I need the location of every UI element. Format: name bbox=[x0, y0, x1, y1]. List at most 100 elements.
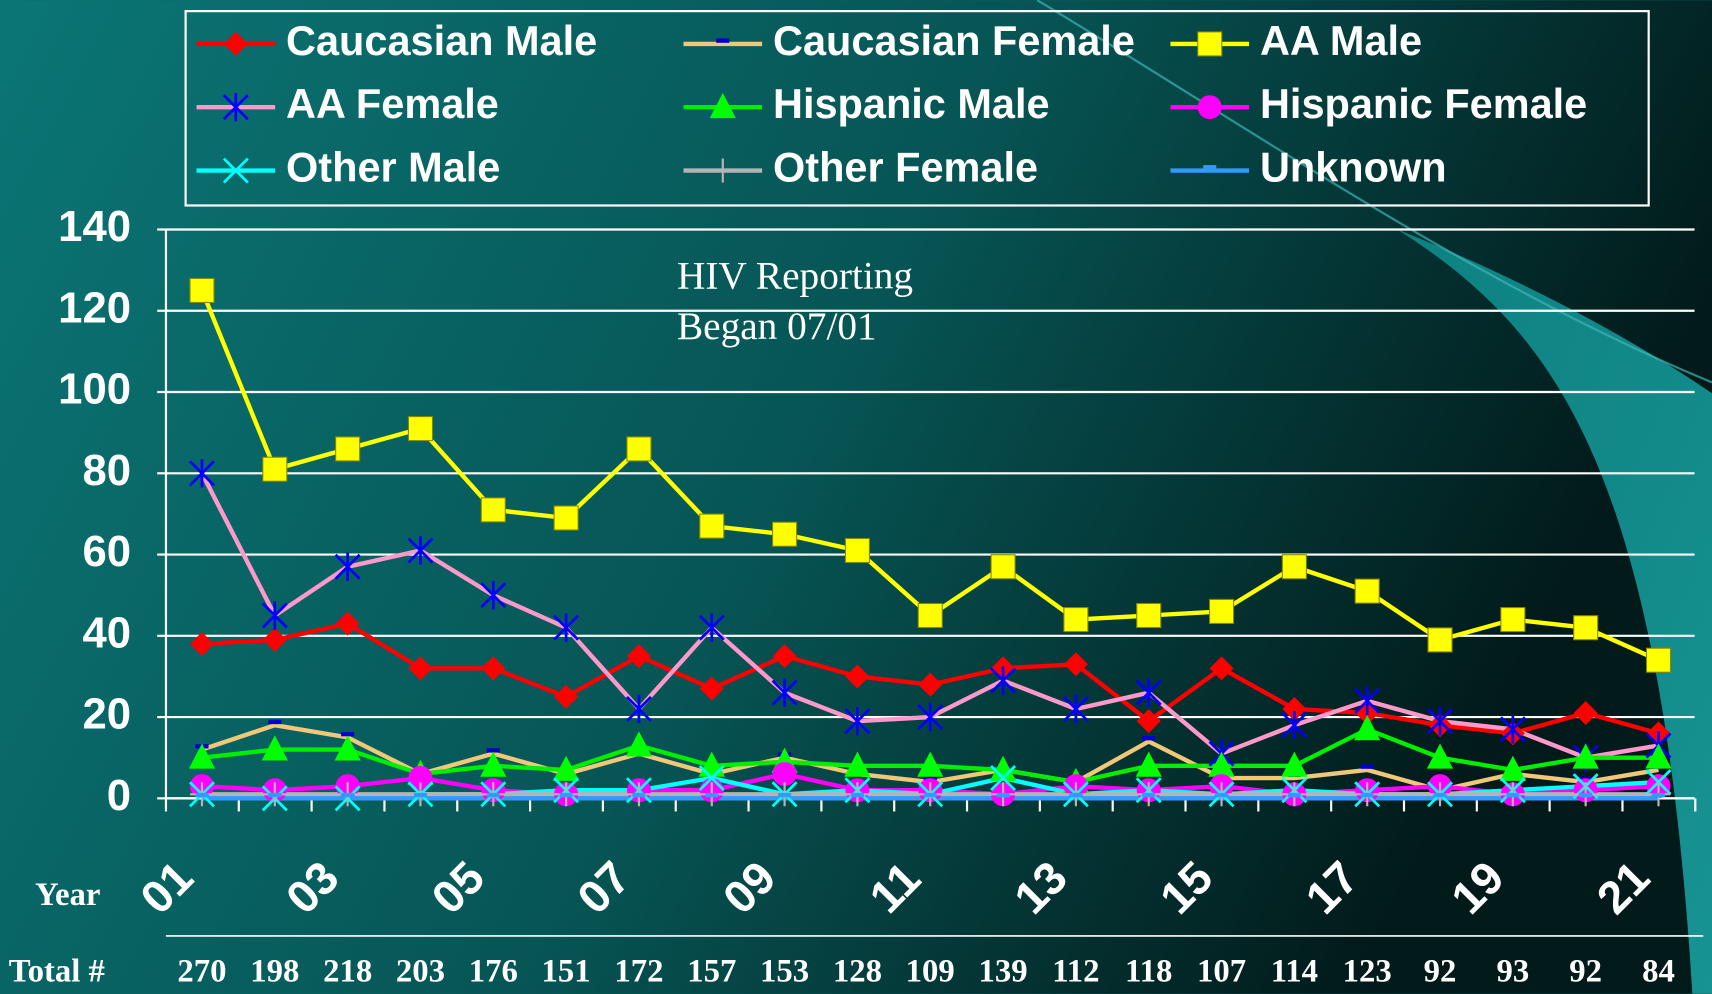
legend-label: Other Female bbox=[773, 143, 1038, 190]
data-point bbox=[699, 513, 725, 539]
data-point bbox=[917, 751, 944, 777]
data-point bbox=[1499, 715, 1526, 744]
legend-label: Other Male bbox=[286, 143, 500, 190]
data-point bbox=[335, 436, 361, 462]
total-label: 114 bbox=[1271, 954, 1318, 990]
legend-label: AA Female bbox=[286, 80, 499, 127]
y-tick-label: 40 bbox=[82, 608, 131, 657]
data-point bbox=[1062, 694, 1089, 724]
data-point bbox=[334, 735, 361, 761]
data-point bbox=[1354, 578, 1380, 604]
data-point bbox=[481, 656, 506, 681]
data-point bbox=[772, 644, 797, 669]
legend-label: Hispanic Female bbox=[1260, 80, 1587, 127]
data-point bbox=[626, 436, 652, 462]
total-label: 84 bbox=[1642, 954, 1675, 990]
data-point bbox=[408, 766, 433, 791]
data-point bbox=[1135, 678, 1162, 707]
total-label: 151 bbox=[542, 954, 591, 990]
legend-label: Caucasian Male bbox=[286, 17, 597, 64]
data-point bbox=[625, 694, 652, 724]
data-point bbox=[407, 536, 434, 565]
data-point bbox=[1281, 751, 1308, 777]
data-point bbox=[1572, 743, 1599, 769]
data-point bbox=[1281, 711, 1308, 740]
data-point bbox=[626, 644, 651, 669]
data-point bbox=[990, 765, 1017, 792]
legend-box bbox=[184, 10, 1650, 207]
total-label: 203 bbox=[396, 954, 445, 990]
data-point bbox=[771, 678, 798, 707]
legend-marker bbox=[710, 158, 735, 183]
total-label: 92 bbox=[1424, 954, 1457, 990]
total-label: 123 bbox=[1343, 954, 1392, 990]
total-label: 92 bbox=[1569, 954, 1602, 990]
legend-marker bbox=[222, 93, 249, 122]
total-label: 172 bbox=[614, 954, 663, 990]
swoosh bbox=[1397, 229, 1712, 994]
data-point bbox=[334, 552, 361, 581]
data-point bbox=[845, 664, 870, 689]
data-point bbox=[1354, 715, 1381, 741]
data-point bbox=[1063, 652, 1088, 677]
totals-label: Total # bbox=[9, 954, 105, 990]
data-point bbox=[1426, 743, 1454, 769]
data-point bbox=[698, 765, 725, 792]
data-point bbox=[772, 761, 797, 786]
data-point bbox=[553, 755, 580, 781]
total-label: 176 bbox=[469, 954, 518, 990]
total-label: 112 bbox=[1052, 954, 1099, 990]
total-label: 270 bbox=[177, 954, 226, 990]
y-tick-label: 60 bbox=[82, 527, 131, 576]
legend-marker bbox=[1197, 31, 1223, 57]
data-point bbox=[844, 706, 871, 736]
total-label: 128 bbox=[833, 954, 882, 990]
total-label: 139 bbox=[979, 954, 1028, 990]
data-point bbox=[1208, 751, 1235, 777]
total-label: 153 bbox=[760, 954, 809, 990]
data-point bbox=[335, 611, 360, 636]
data-point bbox=[1063, 607, 1089, 633]
total-label: 198 bbox=[250, 954, 299, 990]
data-point bbox=[1136, 709, 1161, 734]
data-point bbox=[189, 631, 214, 656]
y-tick-label: 100 bbox=[58, 365, 131, 414]
data-point bbox=[698, 613, 725, 642]
data-point bbox=[1500, 607, 1526, 633]
data-point bbox=[554, 684, 579, 709]
data-point bbox=[918, 672, 943, 697]
data-point bbox=[1208, 598, 1235, 624]
data-point bbox=[1645, 769, 1672, 796]
total-label: 118 bbox=[1125, 954, 1172, 990]
total-label: 218 bbox=[323, 954, 372, 990]
data-point bbox=[1573, 701, 1598, 726]
data-point bbox=[261, 735, 288, 761]
y-tick-label: 20 bbox=[82, 690, 131, 739]
data-point bbox=[1645, 743, 1672, 769]
total-label: 157 bbox=[687, 954, 736, 990]
total-label: 107 bbox=[1197, 954, 1246, 990]
data-point bbox=[553, 505, 579, 531]
data-point bbox=[1427, 627, 1453, 653]
data-point bbox=[480, 497, 506, 523]
data-point bbox=[1354, 686, 1381, 716]
legend-label: Unknown bbox=[1260, 143, 1447, 190]
data-point bbox=[625, 731, 653, 757]
annotation: HIV Reporting bbox=[677, 254, 913, 298]
y-tick-label: 120 bbox=[58, 283, 131, 332]
data-point bbox=[189, 277, 215, 304]
data-point bbox=[917, 602, 943, 629]
total-label: 109 bbox=[906, 954, 955, 990]
data-point bbox=[1281, 554, 1307, 580]
data-point bbox=[989, 755, 1017, 781]
legend-label: Caucasian Female bbox=[773, 17, 1135, 64]
data-point bbox=[407, 416, 434, 442]
data-point bbox=[189, 459, 215, 488]
data-point bbox=[1573, 615, 1599, 641]
data-point bbox=[772, 521, 798, 547]
data-point bbox=[917, 702, 944, 732]
legend-label: AA Male bbox=[1260, 17, 1422, 64]
